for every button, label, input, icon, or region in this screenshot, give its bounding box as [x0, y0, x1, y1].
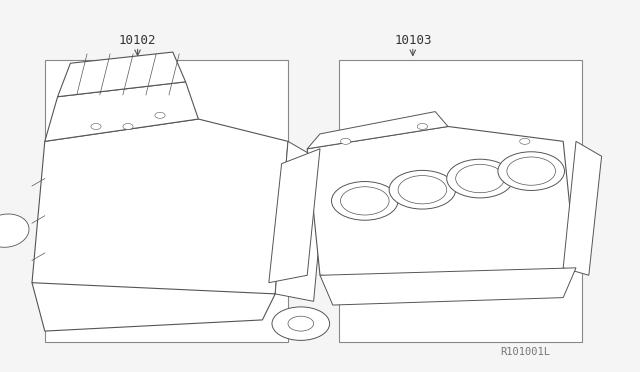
Circle shape	[417, 124, 428, 129]
Polygon shape	[45, 82, 198, 141]
Circle shape	[340, 187, 389, 215]
Circle shape	[123, 124, 133, 129]
Circle shape	[389, 170, 456, 209]
Circle shape	[520, 138, 530, 144]
Circle shape	[332, 182, 398, 220]
Circle shape	[155, 112, 165, 118]
Polygon shape	[320, 268, 576, 305]
Circle shape	[498, 152, 564, 190]
Text: 10103: 10103	[394, 33, 431, 46]
Text: 10102: 10102	[119, 33, 156, 46]
Circle shape	[340, 138, 351, 144]
Polygon shape	[32, 283, 275, 331]
Polygon shape	[58, 52, 186, 97]
Circle shape	[507, 157, 556, 185]
Polygon shape	[307, 112, 448, 149]
Ellipse shape	[0, 214, 29, 247]
Circle shape	[398, 176, 447, 204]
Circle shape	[288, 316, 314, 331]
Text: R101001L: R101001L	[500, 347, 550, 356]
Circle shape	[456, 164, 504, 193]
Polygon shape	[32, 119, 288, 312]
Circle shape	[91, 124, 101, 129]
Polygon shape	[563, 141, 602, 275]
Circle shape	[447, 159, 513, 198]
Bar	[45, 60, 288, 342]
Bar	[339, 60, 582, 342]
Polygon shape	[269, 149, 320, 283]
Polygon shape	[275, 141, 326, 301]
Circle shape	[272, 307, 330, 340]
Polygon shape	[307, 126, 576, 283]
